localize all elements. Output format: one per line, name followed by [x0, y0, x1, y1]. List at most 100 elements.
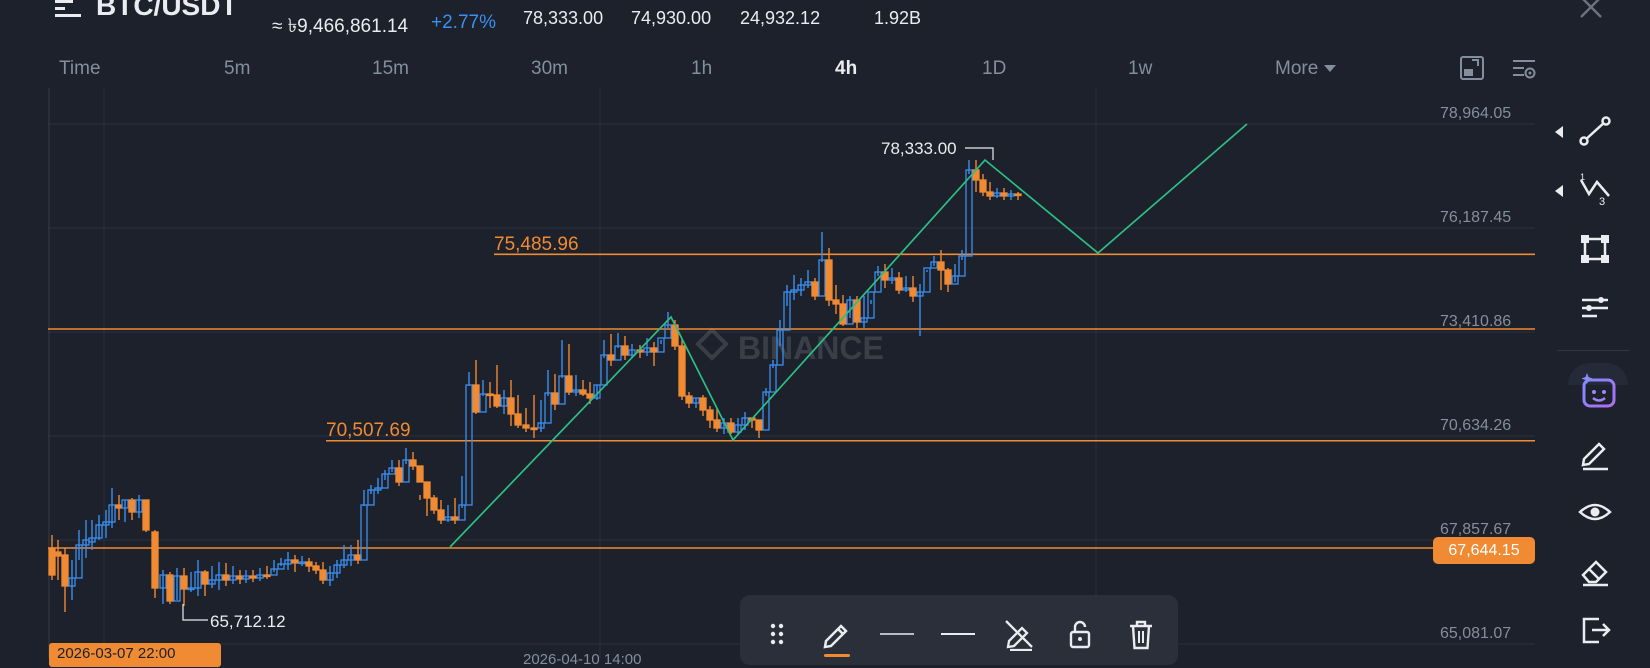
candle-body — [121, 499, 129, 509]
candle — [678, 340, 686, 400]
expand-left-icon[interactable] — [1555, 185, 1563, 197]
candle — [360, 490, 368, 561]
candle — [48, 535, 56, 580]
candle-body — [965, 169, 973, 257]
crosshair-date-badge: 2026-03-07 22:00 — [49, 643, 221, 667]
level-label-upper[interactable]: 75,485.96 — [494, 234, 579, 255]
candle — [979, 174, 987, 196]
candle-body — [846, 299, 854, 325]
candle-body — [614, 345, 622, 361]
low-marker-line — [182, 604, 208, 621]
tf-1w[interactable]: 1w — [1128, 58, 1153, 79]
trend-line-icon[interactable] — [1575, 111, 1615, 151]
candle — [430, 495, 438, 514]
trendline — [449, 123, 1248, 548]
candle — [479, 380, 487, 413]
candle-body — [263, 574, 271, 578]
shape-icon[interactable] — [1575, 229, 1615, 269]
candle — [607, 334, 615, 366]
tf-1d[interactable]: 1D — [982, 58, 1007, 79]
visibility-eye-icon[interactable] — [1575, 492, 1615, 532]
candle — [650, 342, 658, 366]
tf-5m[interactable]: 5m — [224, 58, 251, 79]
candle — [1000, 188, 1008, 200]
candle-body — [229, 575, 237, 581]
draw-pencil-icon[interactable] — [1575, 432, 1615, 472]
unlock-icon[interactable] — [1063, 617, 1097, 651]
candle — [367, 485, 375, 506]
pair-title[interactable]: BTC/USDT — [96, 0, 238, 21]
candle-body — [128, 499, 136, 513]
candle-body — [755, 419, 763, 431]
expand-left-icon[interactable] — [1555, 126, 1563, 138]
candle — [825, 248, 833, 306]
candle — [783, 285, 791, 331]
candle-body — [312, 565, 320, 571]
candle-body — [333, 564, 341, 574]
candle-body — [825, 259, 833, 301]
tf-15m[interactable]: 15m — [372, 58, 409, 79]
candle-body — [360, 504, 368, 561]
candle-body — [514, 413, 522, 426]
candle-body — [493, 394, 501, 407]
exit-icon[interactable] — [1575, 610, 1615, 650]
level-label-lower[interactable]: 70,507.69 — [326, 420, 411, 441]
candle — [472, 360, 480, 414]
approx-fiat-value: ≈ ৳9,466,861.14 — [272, 16, 409, 37]
candle-body — [699, 397, 707, 411]
candle — [930, 256, 938, 269]
candle — [558, 340, 566, 405]
candle — [614, 333, 622, 361]
candle — [797, 278, 805, 296]
eraser-icon[interactable] — [1575, 551, 1615, 591]
tf-1h[interactable]: 1h — [691, 58, 713, 79]
hide-drawing-icon[interactable] — [1002, 617, 1036, 651]
candle-body — [108, 504, 116, 523]
close-icon[interactable] — [1578, 0, 1604, 20]
candle — [902, 276, 910, 292]
tf-30m[interactable]: 30m — [531, 58, 568, 79]
candle-body — [270, 568, 278, 576]
ai-assistant-icon[interactable] — [1578, 372, 1620, 414]
candle-body — [530, 427, 538, 431]
menu-icon[interactable] — [55, 0, 81, 18]
candle — [180, 568, 188, 606]
stat-low: 74,930.00 — [631, 8, 712, 28]
line-width-icon[interactable] — [941, 617, 975, 651]
adjust-icon[interactable] — [1575, 288, 1615, 328]
candle — [409, 452, 417, 470]
high-marker-label: 78,333.00 — [881, 139, 957, 158]
candle-body — [657, 337, 665, 353]
candle-body — [479, 393, 487, 413]
candle — [451, 498, 459, 524]
candle-body — [586, 393, 594, 399]
tf-more[interactable]: More — [1275, 58, 1337, 80]
line-style-icon[interactable] — [880, 617, 914, 651]
candle — [159, 570, 167, 604]
candle — [354, 540, 362, 564]
layout-switch-icon[interactable] — [1458, 54, 1486, 82]
binance-watermark: BINANCE — [695, 327, 884, 366]
drag-handle-icon[interactable] — [760, 617, 794, 651]
candle-body — [832, 299, 840, 305]
tf-4h[interactable]: 4h — [835, 58, 858, 79]
chart-settings-icon[interactable] — [1510, 54, 1538, 82]
price-axis-label: 67,857.67 — [1440, 521, 1512, 538]
candle — [135, 495, 143, 518]
tf-time[interactable]: Time — [59, 58, 101, 79]
candle — [522, 408, 530, 432]
candle — [811, 278, 819, 300]
candle-body — [628, 349, 636, 356]
active-tool-indicator — [824, 654, 850, 657]
candle — [692, 397, 700, 408]
delete-icon[interactable] — [1124, 617, 1158, 651]
pattern-icon[interactable]: 3 1 — [1575, 170, 1615, 210]
toolbar-divider — [1557, 350, 1630, 351]
pencil-icon[interactable] — [820, 617, 854, 651]
stat-volume-base: 24,932.12 — [740, 8, 821, 28]
candle — [319, 562, 327, 584]
candlestick-chart[interactable]: BINANCE — [48, 88, 1538, 658]
candle — [565, 344, 573, 395]
svg-text:1: 1 — [1580, 172, 1585, 182]
stat-high: 78,333.00 — [523, 8, 604, 28]
